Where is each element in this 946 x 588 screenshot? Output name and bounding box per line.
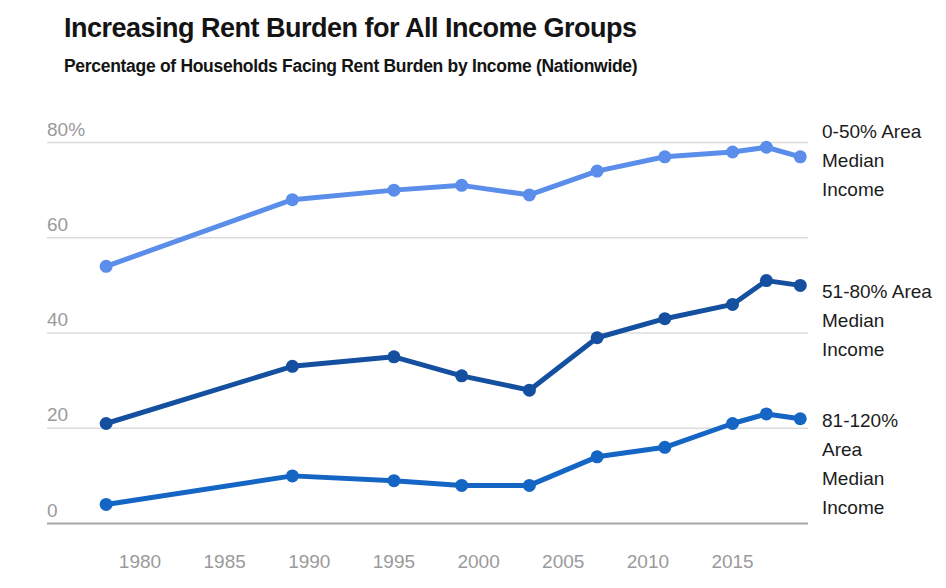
data-point-2-1978 bbox=[100, 498, 113, 511]
y-tick-label-0: 0 bbox=[47, 500, 58, 521]
chart-page: Increasing Rent Burden for All Income Gr… bbox=[0, 0, 946, 588]
series-label-81-120-ami: 81-120% Area Median Income bbox=[822, 406, 944, 522]
data-point-2-2015 bbox=[726, 417, 739, 430]
x-tick-label-1990: 1990 bbox=[288, 551, 330, 572]
data-point-1-2015 bbox=[726, 298, 739, 311]
x-tick-label-2010: 2010 bbox=[627, 551, 669, 572]
data-point-0-2015 bbox=[726, 146, 739, 159]
data-point-2-1999 bbox=[455, 479, 468, 492]
series-line-0 bbox=[106, 147, 800, 266]
data-point-0-1999 bbox=[455, 179, 468, 192]
y-tick-label-20: 20 bbox=[47, 404, 68, 425]
data-point-0-2003 bbox=[523, 188, 536, 201]
data-point-0-1978 bbox=[100, 260, 113, 273]
data-point-0-2011 bbox=[658, 150, 671, 163]
data-point-1-1995 bbox=[387, 350, 400, 363]
data-point-2-2007 bbox=[591, 450, 604, 463]
chart-canvas: 0 20 40 60 80% 1980 1985 1990 1995 2000 2005 2010 20… bbox=[0, 0, 946, 588]
y-tick-label-80: 80% bbox=[47, 119, 85, 140]
data-point-0-1995 bbox=[387, 184, 400, 197]
data-point-1-1999 bbox=[455, 369, 468, 382]
data-point-2-2017 bbox=[760, 407, 773, 420]
x-tick-label-2005: 2005 bbox=[542, 551, 584, 572]
y-tick-label-60: 60 bbox=[47, 214, 68, 235]
data-point-2-2019 bbox=[794, 412, 807, 425]
x-tick-label-1985: 1985 bbox=[204, 551, 246, 572]
data-point-0-1989 bbox=[286, 193, 299, 206]
data-point-1-2017 bbox=[760, 274, 773, 287]
data-point-2-2003 bbox=[523, 479, 536, 492]
data-point-2-1989 bbox=[286, 469, 299, 482]
data-point-2-1995 bbox=[387, 474, 400, 487]
data-point-0-2017 bbox=[760, 141, 773, 154]
y-tick-label-40: 40 bbox=[47, 309, 68, 330]
data-point-1-2019 bbox=[794, 279, 807, 292]
x-tick-label-2000: 2000 bbox=[457, 551, 499, 572]
data-point-1-2011 bbox=[658, 312, 671, 325]
x-tick-label-2015: 2015 bbox=[711, 551, 753, 572]
data-point-0-2019 bbox=[794, 150, 807, 163]
data-point-1-1989 bbox=[286, 360, 299, 373]
series-line-1 bbox=[106, 281, 800, 424]
data-point-1-1978 bbox=[100, 417, 113, 430]
x-tick-label-1980: 1980 bbox=[119, 551, 161, 572]
data-point-0-2007 bbox=[591, 165, 604, 178]
data-point-2-2011 bbox=[658, 441, 671, 454]
data-point-1-2007 bbox=[591, 331, 604, 344]
series-label-51-80-ami: 51-80% Area Median Income bbox=[822, 277, 944, 364]
data-point-1-2003 bbox=[523, 384, 536, 397]
x-tick-label-1995: 1995 bbox=[373, 551, 415, 572]
series-label-0-50-ami: 0-50% Area Median Income bbox=[822, 117, 944, 204]
